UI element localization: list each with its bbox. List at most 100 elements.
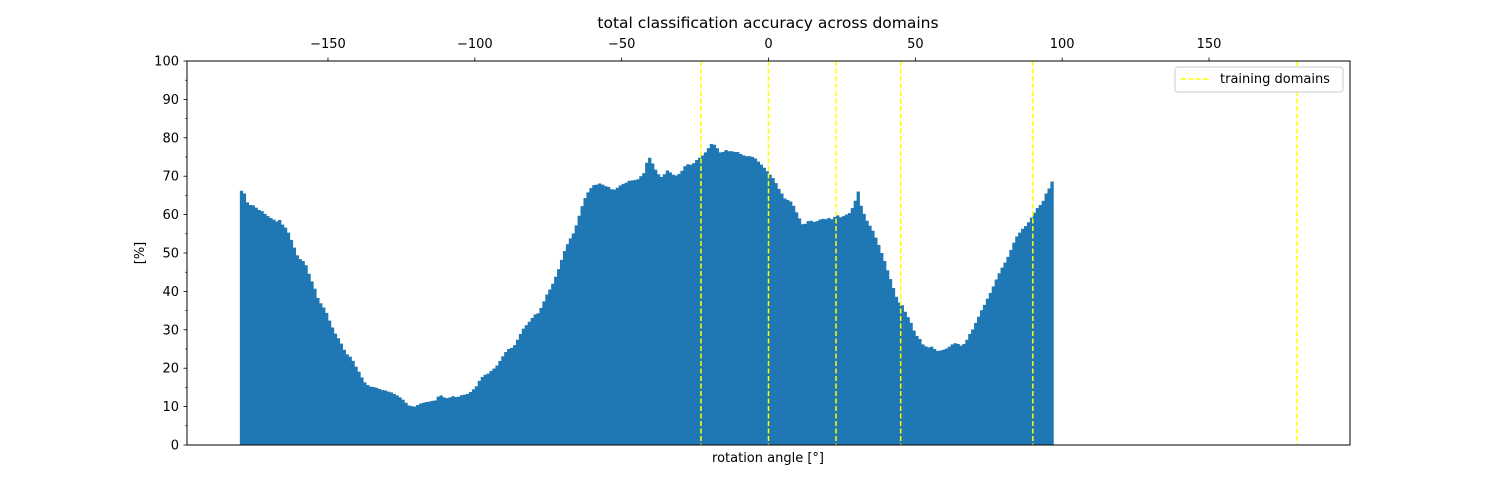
- bar: [979, 310, 984, 445]
- bar: [662, 174, 667, 445]
- bar: [712, 144, 716, 445]
- bar: [695, 160, 699, 445]
- bar: [753, 158, 758, 446]
- bar: [307, 273, 311, 445]
- bar: [812, 221, 816, 445]
- bar: [495, 365, 499, 445]
- bar: [430, 400, 435, 445]
- bar: [944, 348, 948, 445]
- x-tick-label: −50: [608, 37, 635, 52]
- bar: [539, 307, 543, 445]
- bar: [774, 183, 778, 446]
- bar: [518, 334, 523, 445]
- bar: [448, 397, 452, 445]
- bar: [595, 184, 599, 445]
- bar: [868, 225, 872, 445]
- bar: [542, 301, 546, 445]
- bar: [254, 207, 258, 445]
- bar: [844, 214, 849, 445]
- bar: [1026, 222, 1031, 445]
- bar: [339, 343, 344, 445]
- y-tick-label: 80: [162, 131, 179, 146]
- bar: [841, 216, 846, 445]
- bar: [1032, 212, 1037, 445]
- bar: [512, 345, 517, 445]
- bar: [988, 292, 993, 445]
- legend: training domains: [1174, 66, 1344, 93]
- bar: [686, 164, 690, 446]
- bar: [377, 388, 382, 445]
- bar: [765, 171, 769, 445]
- bar: [454, 397, 458, 445]
- bar: [653, 169, 658, 446]
- bar: [345, 354, 349, 445]
- bar: [853, 200, 857, 445]
- bar: [457, 396, 461, 445]
- bar: [894, 296, 899, 445]
- bar: [248, 205, 252, 445]
- legend-box: [1174, 66, 1344, 93]
- bar: [885, 270, 890, 445]
- bar: [680, 170, 684, 445]
- y-axis: 0 10 20 30 40 50 60 70 80 90 100: [154, 55, 187, 454]
- bar: [586, 192, 590, 445]
- bar: [460, 395, 464, 445]
- bar: [501, 356, 505, 445]
- bar: [648, 157, 652, 445]
- bar: [962, 344, 966, 445]
- bar: [392, 393, 396, 445]
- bar: [900, 305, 904, 445]
- bar: [921, 344, 925, 445]
- bar: [604, 186, 608, 445]
- bar: [301, 261, 305, 445]
- bar: [903, 311, 907, 445]
- bar: [319, 303, 323, 445]
- bar: [906, 317, 910, 445]
- bar: [383, 390, 388, 445]
- bar: [786, 200, 790, 445]
- bar: [859, 205, 863, 445]
- bar: [557, 269, 561, 445]
- bar: [298, 259, 302, 445]
- bar: [771, 178, 775, 445]
- bar: [915, 335, 919, 445]
- bar: [601, 184, 605, 445]
- bar: [1041, 200, 1045, 445]
- bar: [891, 287, 896, 445]
- bar: [636, 179, 640, 445]
- bar: [330, 327, 335, 445]
- bar: [419, 403, 423, 445]
- bar: [451, 396, 455, 445]
- bar: [325, 312, 329, 445]
- bar: [369, 386, 373, 445]
- bar: [627, 180, 631, 445]
- bar: [924, 346, 928, 445]
- bar: [316, 297, 320, 445]
- bar: [651, 163, 655, 445]
- bar: [424, 401, 429, 445]
- bar: [1015, 236, 1019, 445]
- bar: [865, 220, 869, 445]
- bar: [639, 176, 643, 445]
- y-tick-label: 60: [162, 208, 179, 223]
- bar: [689, 164, 693, 445]
- bar: [260, 211, 264, 445]
- bar: [824, 219, 828, 445]
- bar: [401, 399, 405, 445]
- y-tick-label: 100: [154, 55, 179, 70]
- bar: [507, 349, 511, 445]
- bar: [656, 174, 661, 445]
- bar: [304, 265, 308, 445]
- bar: [883, 261, 887, 445]
- bar: [533, 314, 537, 445]
- bar: [745, 156, 749, 446]
- bar: [997, 273, 1001, 445]
- bar: [965, 339, 969, 445]
- bar: [372, 387, 376, 445]
- y-tick-label: 50: [162, 247, 179, 262]
- bar: [471, 389, 476, 445]
- bar: [322, 307, 326, 445]
- bar: [360, 377, 364, 445]
- bar: [674, 175, 678, 445]
- bar: [615, 187, 620, 445]
